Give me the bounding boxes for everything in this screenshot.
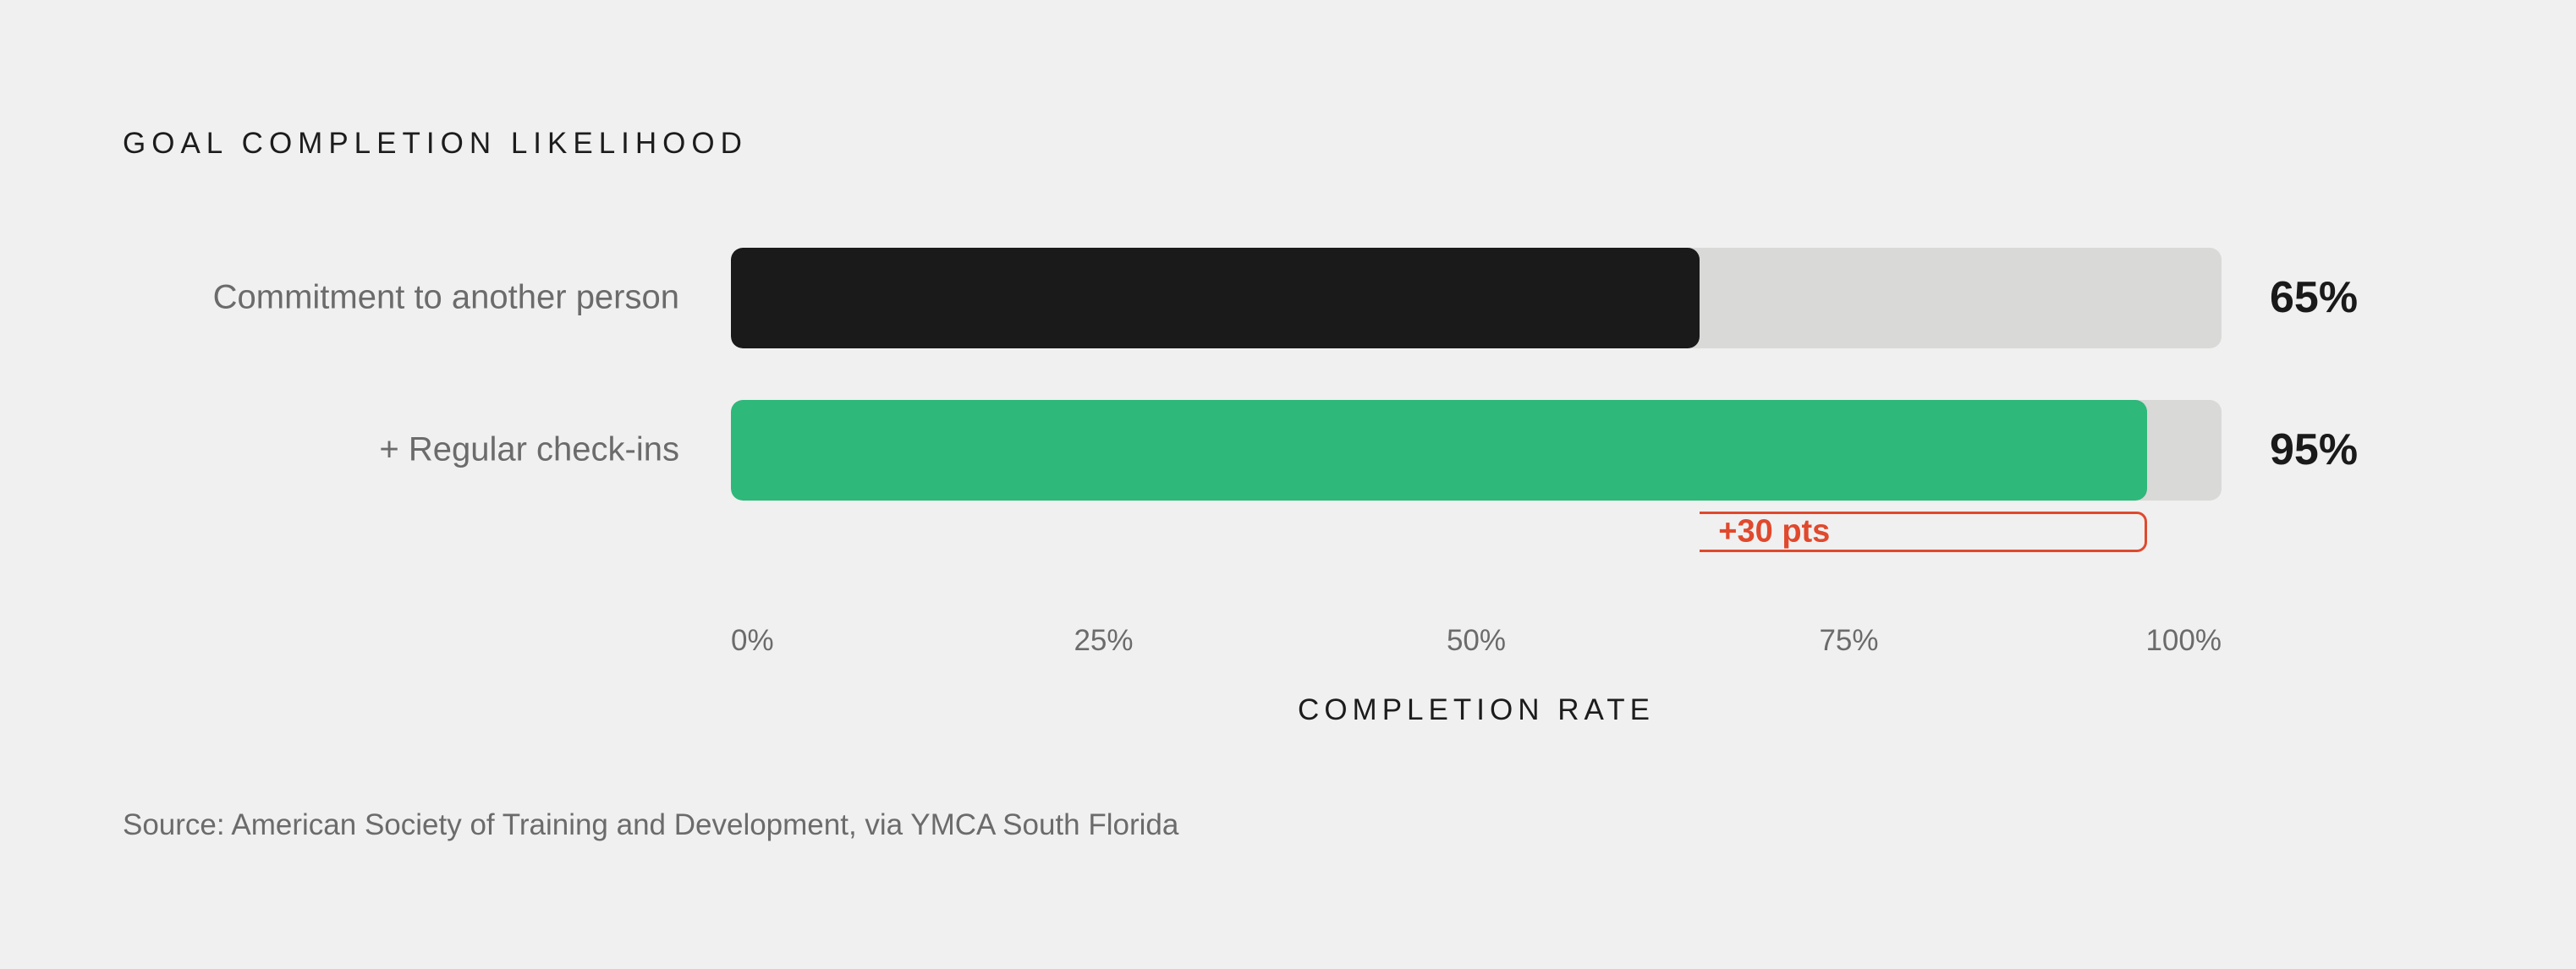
chart-title: GOAL COMPLETION LIKELIHOOD xyxy=(123,127,748,160)
source-note: Source: American Society of Training and… xyxy=(123,808,1179,841)
difference-bracket: +30 pts xyxy=(1700,512,2147,552)
x-tick-label: 100% xyxy=(2145,624,2222,657)
x-tick-label: 50% xyxy=(1446,624,1507,657)
bar-commitment xyxy=(731,247,1700,348)
bar-label-check-ins: + Regular check-ins xyxy=(379,430,679,468)
x-tick-label: 75% xyxy=(1819,624,1879,657)
value-label-check-ins: 95% xyxy=(2270,425,2359,474)
x-tick-label: 25% xyxy=(1074,624,1134,657)
bar-check-ins xyxy=(731,399,2147,501)
bar-track-commitment xyxy=(731,247,2222,348)
x-tick-label: 0% xyxy=(731,624,774,657)
value-label-commitment: 65% xyxy=(2270,273,2359,322)
difference-label: +30 pts xyxy=(1718,513,1831,550)
bar-track-check-ins xyxy=(731,399,2222,501)
x-axis-title: COMPLETION RATE xyxy=(1298,693,1655,726)
bar-label-commitment: Commitment to another person xyxy=(212,278,679,316)
